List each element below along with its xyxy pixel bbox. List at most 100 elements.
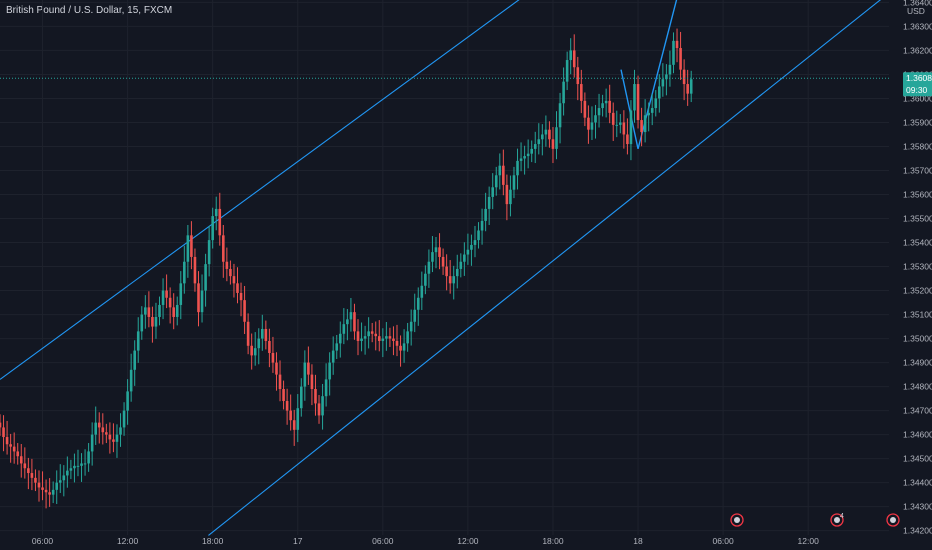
candle-body [689, 79, 693, 94]
price-tick-label: 1.34300 [903, 502, 932, 512]
candle-body [55, 482, 59, 490]
channel-upper-line[interactable] [0, 0, 542, 380]
candle-body [650, 108, 654, 113]
candle-body [636, 84, 640, 121]
candle-body [51, 489, 55, 495]
candle-body [360, 338, 363, 341]
candle-body [686, 84, 689, 94]
candle-body [90, 434, 94, 452]
time-tick-label: 18 [633, 536, 643, 546]
candle-body [413, 309, 417, 322]
candle-body [541, 134, 544, 140]
candle-body [477, 230, 480, 241]
candle-body [193, 256, 197, 284]
candle-body [377, 336, 381, 341]
candle-body [190, 235, 193, 257]
candle-body [44, 489, 48, 493]
candle-body [172, 307, 175, 317]
price-tick-label: 1.34800 [903, 382, 932, 392]
candle-body [250, 345, 253, 356]
candle-body [544, 129, 548, 135]
candle-body [268, 340, 271, 353]
candle-body [583, 100, 587, 118]
candle-body [548, 129, 551, 140]
candle-body [463, 254, 466, 262]
candle-body [16, 451, 20, 457]
candle-body [473, 240, 477, 245]
candle-body [668, 64, 672, 75]
candle-body [622, 122, 626, 135]
candle-body [278, 374, 282, 390]
candle-body [661, 79, 665, 87]
candle-body [158, 304, 161, 317]
candle-body [108, 434, 112, 440]
candle-body [299, 386, 303, 409]
candle-body [9, 444, 12, 447]
event-count-badge: 4 [840, 513, 844, 520]
channel-lower-line[interactable] [208, 0, 886, 536]
candle-body [349, 312, 353, 320]
candle-body [498, 165, 502, 176]
candle-body [597, 108, 601, 116]
candle-body [601, 103, 604, 109]
economic-events[interactable]: 4 [730, 513, 900, 527]
candle-body [672, 40, 675, 65]
candle-body [105, 432, 108, 435]
price-axis: USD 1.364001.363001.362001.361001.360001… [903, 0, 932, 536]
candle-body [69, 468, 73, 471]
candle-body [271, 352, 275, 363]
candle-body [392, 338, 395, 341]
candle-body [530, 148, 533, 154]
candle-body [83, 463, 87, 465]
candle-body [604, 100, 608, 104]
candles [0, 28, 693, 509]
candle-body [314, 389, 317, 404]
current-price-box: 1.36084 09:30 [903, 72, 932, 97]
candle-body [346, 319, 349, 325]
candle-body [179, 283, 183, 305]
time-axis: 06:00 12:00 18:00 17 06:00 12:00 18:00 18 06:00 1… [32, 536, 819, 546]
candle-body [665, 74, 668, 80]
price-tick-label: 1.36200 [903, 45, 932, 55]
candle-body [356, 331, 360, 341]
candle-body [374, 333, 378, 337]
candle-body [34, 477, 37, 483]
candle-body [675, 40, 679, 49]
candle-body [509, 189, 512, 205]
candle-body [615, 124, 619, 126]
candle-body [555, 127, 558, 149]
candle-body [640, 120, 643, 133]
chart-title: British Pound / U.S. Dollar, 15, FXCM [6, 5, 173, 16]
candle-body [502, 165, 505, 185]
candle-body [353, 312, 356, 332]
price-tick-label: 1.36000 [903, 93, 932, 103]
candle-body [587, 117, 590, 130]
candle-body [275, 362, 278, 375]
candle-body [147, 307, 151, 317]
price-tick-label: 1.34700 [903, 406, 932, 416]
price-tick-label: 1.35700 [903, 165, 932, 175]
candle-body [402, 343, 406, 351]
candle-body [101, 427, 105, 433]
candle-body [23, 463, 27, 469]
candle-body [682, 69, 686, 85]
candle-body [232, 276, 236, 284]
current-price-label: 1.36084 [906, 73, 932, 83]
time-tick-label: 12:00 [117, 536, 139, 546]
candle-body [261, 328, 264, 339]
candle-body [537, 139, 541, 145]
candle-body [388, 336, 392, 339]
candle-body [48, 492, 51, 495]
price-tick-label: 1.35100 [903, 310, 932, 320]
candle-body [140, 314, 144, 332]
candle-body [112, 439, 115, 442]
trend-lines[interactable] [0, 0, 886, 536]
currency-label: USD [907, 6, 925, 16]
candle-body [27, 468, 30, 474]
candle-body [399, 345, 402, 351]
candle-body [211, 216, 214, 241]
price-tick-label: 1.35300 [903, 262, 932, 272]
projection-path[interactable] [620, 0, 678, 150]
candle-body [381, 338, 385, 341]
